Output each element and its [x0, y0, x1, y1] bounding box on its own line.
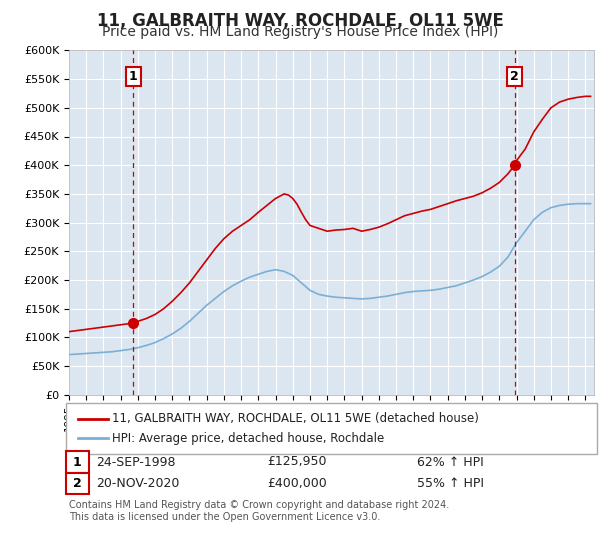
Text: 2: 2	[510, 70, 519, 83]
Text: Price paid vs. HM Land Registry's House Price Index (HPI): Price paid vs. HM Land Registry's House …	[102, 25, 498, 39]
Text: 11, GALBRAITH WAY, ROCHDALE, OL11 5WE (detached house): 11, GALBRAITH WAY, ROCHDALE, OL11 5WE (d…	[112, 412, 479, 425]
Text: Contains HM Land Registry data © Crown copyright and database right 2024.
This d: Contains HM Land Registry data © Crown c…	[69, 500, 449, 522]
Text: 55% ↑ HPI: 55% ↑ HPI	[417, 477, 484, 490]
Text: 24-SEP-1998: 24-SEP-1998	[96, 455, 176, 469]
Text: £400,000: £400,000	[267, 477, 327, 490]
Text: £125,950: £125,950	[267, 455, 326, 469]
Text: HPI: Average price, detached house, Rochdale: HPI: Average price, detached house, Roch…	[112, 432, 385, 445]
Text: 1: 1	[73, 455, 82, 469]
Text: 2: 2	[73, 477, 82, 490]
Text: 11, GALBRAITH WAY, ROCHDALE, OL11 5WE: 11, GALBRAITH WAY, ROCHDALE, OL11 5WE	[97, 12, 503, 30]
Text: 62% ↑ HPI: 62% ↑ HPI	[417, 455, 484, 469]
Text: 20-NOV-2020: 20-NOV-2020	[96, 477, 179, 490]
Text: 1: 1	[129, 70, 137, 83]
